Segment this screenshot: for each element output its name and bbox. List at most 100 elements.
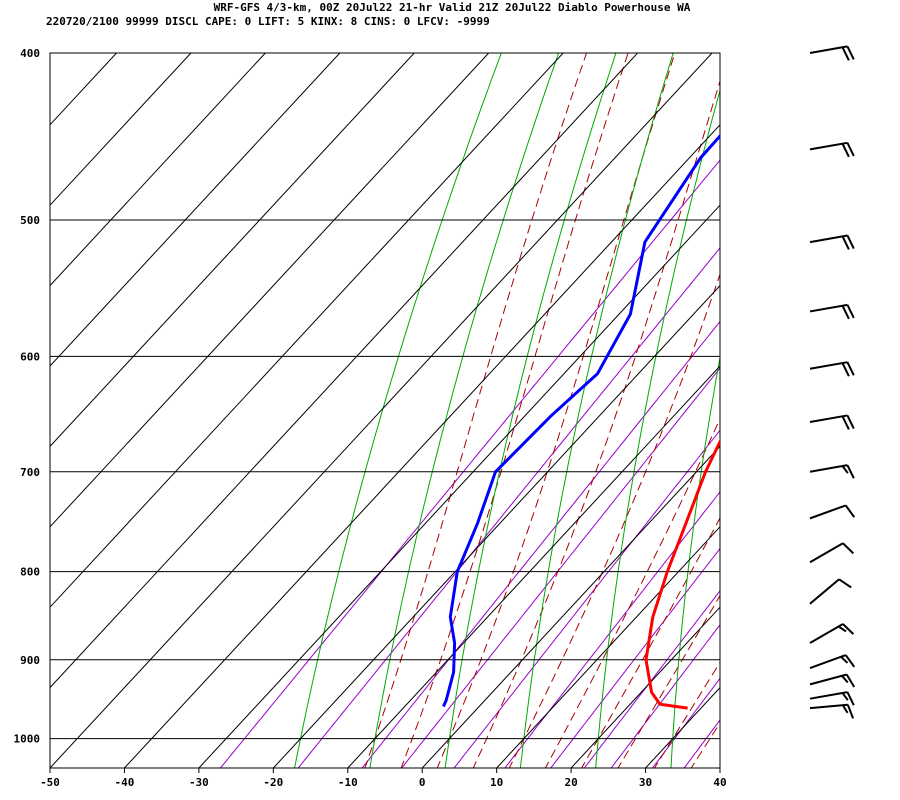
wind-barb-full-feather bbox=[844, 504, 856, 518]
pressure-tick-label: 1000 bbox=[14, 733, 41, 746]
mixing-ratio-line bbox=[610, 624, 720, 768]
wind-barb bbox=[809, 578, 852, 605]
wind-barb-shaft bbox=[809, 654, 847, 670]
isotherm-line bbox=[496, 526, 720, 768]
isotherm-line bbox=[50, 53, 341, 367]
sounding-traces bbox=[442, 133, 720, 710]
wind-barb bbox=[809, 623, 855, 644]
dry-adiabat-line bbox=[519, 53, 674, 768]
pressure-tick-label: 700 bbox=[20, 466, 40, 479]
wind-barb-full-feather bbox=[842, 542, 855, 555]
dry-adiabat-line bbox=[294, 53, 502, 768]
moist-adiabat-line bbox=[719, 15, 900, 783]
wind-barb-shaft bbox=[809, 504, 847, 520]
isotherm-line bbox=[50, 53, 117, 126]
isotherm-line bbox=[421, 445, 720, 768]
dry-adiabats bbox=[294, 15, 900, 783]
wind-barb-shaft bbox=[809, 303, 848, 313]
wind-barb-half-feather bbox=[841, 465, 849, 474]
temperature-trace bbox=[644, 438, 720, 710]
mixing-ratio-line bbox=[504, 491, 720, 768]
wind-barb bbox=[809, 234, 855, 250]
wind-barb-full-feather bbox=[845, 673, 856, 688]
mixing-ratio-line bbox=[453, 429, 720, 768]
plot-frame bbox=[49, 52, 721, 769]
temperature-tick-label: 40 bbox=[713, 776, 726, 789]
wind-barb bbox=[809, 504, 856, 520]
wind-barb-full-feather bbox=[846, 691, 855, 706]
moist-adiabat-line bbox=[400, 53, 629, 768]
temperature-axis: -50 -40 -30 -20 -10 0 10 20 30 40 bbox=[40, 768, 727, 789]
wind-barb-shaft bbox=[809, 691, 848, 700]
wind-barb-shaft bbox=[809, 703, 848, 710]
moist-adiabat-line bbox=[617, 594, 720, 768]
moist-adiabat-line bbox=[472, 79, 720, 768]
temperature-tick-label: 30 bbox=[639, 776, 652, 789]
dry-adiabat-line bbox=[895, 15, 900, 783]
temperature-tick-label: 0 bbox=[419, 776, 426, 789]
wind-barb-half-feather bbox=[841, 675, 849, 684]
wind-barb bbox=[809, 673, 856, 688]
dry-adiabat-line bbox=[369, 53, 560, 768]
isotherm-grid bbox=[50, 53, 720, 768]
isotherm-line bbox=[272, 284, 720, 768]
mixing-ratio-line bbox=[401, 367, 720, 768]
isotherm-line bbox=[50, 53, 490, 528]
wind-barb-half-feather bbox=[840, 656, 849, 664]
wind-barb-full-feather bbox=[838, 578, 852, 589]
wind-barb bbox=[809, 141, 855, 158]
isotherm-line bbox=[50, 53, 192, 206]
wind-barb-shaft bbox=[809, 414, 848, 424]
wind-barb-half-feather bbox=[842, 704, 849, 714]
wind-barb-full-feather bbox=[842, 623, 855, 635]
moist-adiabat-line bbox=[544, 417, 720, 768]
temperature-tick-label: -40 bbox=[115, 776, 135, 789]
pressure-axis: 400 500 600 700 800 900 1000 bbox=[14, 47, 41, 746]
moist-adiabat-line bbox=[364, 53, 588, 768]
wind-barb-full-feather bbox=[841, 305, 850, 320]
wind-barb-full-feather bbox=[846, 235, 855, 250]
isotherm-line bbox=[719, 767, 720, 768]
pressure-tick-label: 500 bbox=[20, 214, 40, 227]
moist-adiabat-line bbox=[653, 661, 720, 768]
wind-barb bbox=[809, 361, 855, 377]
isotherm-line bbox=[124, 124, 720, 768]
wind-barb bbox=[809, 414, 855, 430]
chart-stats: 220720/2100 99999 DISCL CAPE: 0 LIFT: 5 … bbox=[46, 15, 490, 28]
temperature-tick-label: -10 bbox=[338, 776, 358, 789]
isotherm-line bbox=[50, 53, 415, 448]
mixing-ratio-line bbox=[550, 547, 720, 768]
moist-adiabat-line bbox=[436, 53, 676, 768]
mixing-ratio-line bbox=[683, 719, 720, 768]
isotherm-line bbox=[645, 686, 720, 768]
pressure-tick-label: 400 bbox=[20, 47, 40, 60]
wind-barb bbox=[809, 691, 855, 706]
wind-barb-shaft bbox=[809, 45, 848, 54]
isotherm-line bbox=[347, 365, 720, 768]
isotherm-line bbox=[570, 606, 720, 768]
wind-barb-full-feather bbox=[841, 415, 850, 430]
mixing-ratio-lines bbox=[219, 159, 720, 768]
dry-adiabat-line bbox=[822, 15, 900, 783]
mixing-ratio-line bbox=[219, 159, 720, 768]
mixing-ratio-line bbox=[651, 677, 720, 768]
pressure-tick-label: 600 bbox=[20, 350, 40, 363]
wind-barb bbox=[809, 654, 856, 670]
wind-barb-column bbox=[809, 45, 856, 719]
wind-barb-full-feather bbox=[846, 704, 854, 719]
chart-title: WRF-GFS 4/3-km, 00Z 20Jul22 21-hr Valid … bbox=[214, 1, 691, 14]
wind-barb-shaft bbox=[809, 542, 844, 564]
mixing-ratio-line bbox=[583, 590, 720, 768]
wind-barb bbox=[809, 45, 855, 61]
wind-barb-full-feather bbox=[846, 304, 855, 319]
wind-barb-shaft bbox=[809, 234, 848, 244]
wind-barb-shaft bbox=[809, 361, 848, 370]
wind-barb-half-feather bbox=[841, 692, 849, 701]
wind-barb-full-feather bbox=[846, 361, 855, 376]
dry-adiabat-line bbox=[746, 15, 855, 783]
wind-barb bbox=[809, 464, 855, 479]
dewpoint-trace bbox=[442, 133, 720, 708]
pressure-tick-label: 800 bbox=[20, 566, 40, 579]
wind-barb-shaft bbox=[809, 578, 840, 605]
dry-adiabat-line bbox=[444, 53, 617, 768]
